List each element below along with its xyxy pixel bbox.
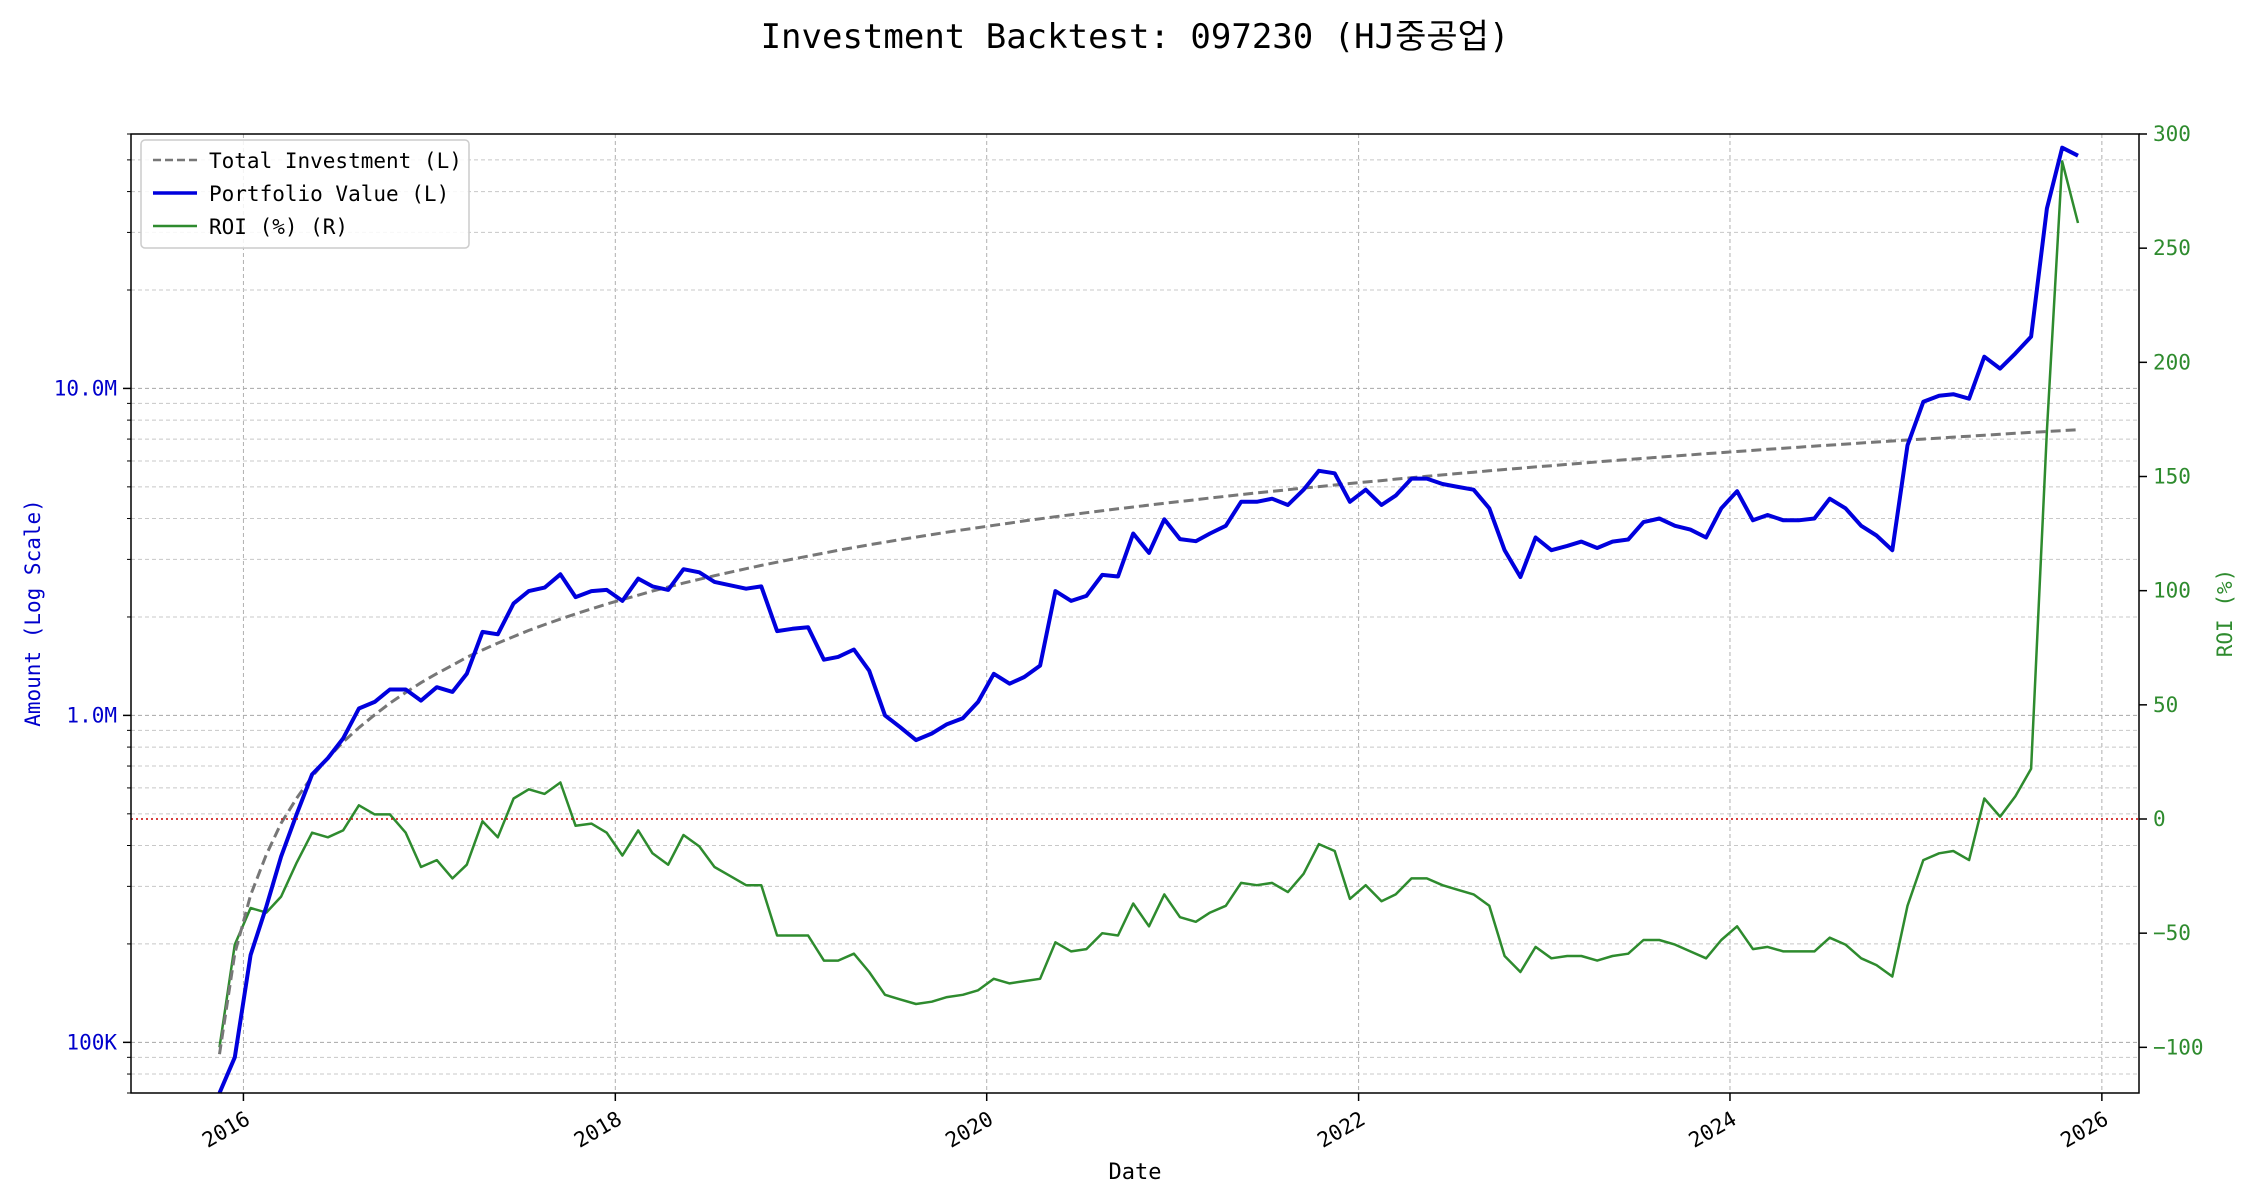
legend-label-roi: ROI (%) (R) <box>209 215 348 239</box>
legend-box <box>140 139 470 249</box>
chart-title: Investment Backtest: 097230 (HJ중공업) <box>761 17 1510 57</box>
right-tick-label-8: 300 <box>2153 122 2191 146</box>
series-roi <box>218 160 2080 1048</box>
series-layer <box>131 145 2139 1094</box>
grid-lines <box>131 133 2139 1094</box>
series-portfolio-value <box>217 145 2079 1094</box>
x-axis-ticks: 2016 2018 2020 2022 2024 2026 <box>198 1093 2112 1153</box>
left-tick-label-2: 10.0M <box>54 376 117 400</box>
right-tick-label-2: 0 <box>2153 807 2166 831</box>
x-tick-label-4: 2024 <box>1685 1107 1741 1153</box>
right-tick-label-0: −100 <box>2153 1035 2204 1059</box>
right-tick-label-1: −50 <box>2153 921 2191 945</box>
right-tick-label-6: 200 <box>2153 350 2191 374</box>
plot-frame <box>130 133 2140 1094</box>
left-tick-label-1: 1.0M <box>66 703 117 727</box>
legend-label-portfolio-value: Portfolio Value (L) <box>209 182 449 206</box>
right-tick-label-5: 150 <box>2153 465 2191 489</box>
x-tick-label-2: 2020 <box>941 1107 997 1153</box>
left-axis-label: Amount (Log Scale) <box>21 499 45 727</box>
legend: Total Investment (L) Portfolio Value (L)… <box>140 139 470 249</box>
right-tick-label-7: 250 <box>2153 236 2191 260</box>
x-tick-label-5: 2026 <box>2057 1107 2113 1153</box>
left-axis-ticks: 100K 1.0M 10.0M <box>54 133 131 1094</box>
x-axis-label: Date <box>1109 1160 1162 1185</box>
x-tick-label-1: 2018 <box>570 1107 626 1153</box>
legend-label-total-investment: Total Investment (L) <box>209 149 462 173</box>
right-axis-ticks: −100 −50 0 50 100 150 200 250 300 <box>2139 122 2204 1059</box>
right-tick-label-3: 50 <box>2153 693 2178 717</box>
left-tick-label-0: 100K <box>66 1030 117 1054</box>
right-tick-label-4: 100 <box>2153 579 2191 603</box>
x-tick-label-3: 2022 <box>1313 1107 1369 1153</box>
series-total-investment <box>218 428 2079 1055</box>
x-tick-label-0: 2016 <box>198 1107 254 1153</box>
right-axis-label: ROI (%) <box>2213 569 2237 658</box>
